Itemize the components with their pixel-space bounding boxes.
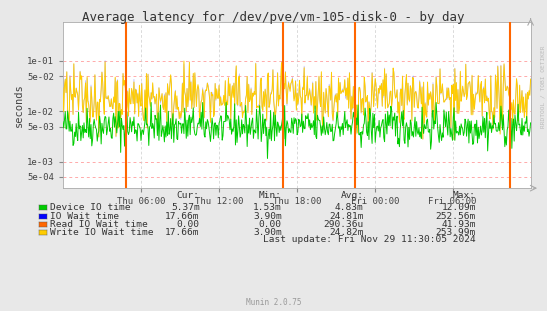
Y-axis label: seconds: seconds xyxy=(14,83,24,127)
Text: Avg:: Avg: xyxy=(341,191,364,200)
Text: IO Wait time: IO Wait time xyxy=(50,212,119,220)
Text: 252.56m: 252.56m xyxy=(435,212,476,220)
Text: Last update: Fri Nov 29 11:30:05 2024: Last update: Fri Nov 29 11:30:05 2024 xyxy=(263,235,476,244)
Text: Device IO time: Device IO time xyxy=(50,203,131,212)
Text: 1.53m: 1.53m xyxy=(253,203,282,212)
Text: 3.90m: 3.90m xyxy=(253,212,282,220)
Text: Munin 2.0.75: Munin 2.0.75 xyxy=(246,298,301,307)
Text: Cur:: Cur: xyxy=(177,191,200,200)
Text: Max:: Max: xyxy=(453,191,476,200)
Text: Average latency for /dev/pve/vm-105-disk-0 - by day: Average latency for /dev/pve/vm-105-disk… xyxy=(82,11,465,24)
Text: 3.90m: 3.90m xyxy=(253,229,282,237)
Text: 0.00: 0.00 xyxy=(259,220,282,229)
Text: 17.66m: 17.66m xyxy=(165,212,200,220)
Text: 24.81m: 24.81m xyxy=(329,212,364,220)
Text: 290.36u: 290.36u xyxy=(323,220,364,229)
Text: 5.37m: 5.37m xyxy=(171,203,200,212)
Text: 41.93m: 41.93m xyxy=(441,220,476,229)
Text: RRDTOOL / TOBI OETIKER: RRDTOOL / TOBI OETIKER xyxy=(541,46,546,128)
Text: 253.99m: 253.99m xyxy=(435,229,476,237)
Text: Read IO Wait time: Read IO Wait time xyxy=(50,220,148,229)
Text: 4.83m: 4.83m xyxy=(335,203,364,212)
Text: 17.66m: 17.66m xyxy=(165,229,200,237)
Text: Min:: Min: xyxy=(259,191,282,200)
Text: 12.09m: 12.09m xyxy=(441,203,476,212)
Text: Write IO Wait time: Write IO Wait time xyxy=(50,229,154,237)
Text: 0.00: 0.00 xyxy=(177,220,200,229)
Text: 24.82m: 24.82m xyxy=(329,229,364,237)
